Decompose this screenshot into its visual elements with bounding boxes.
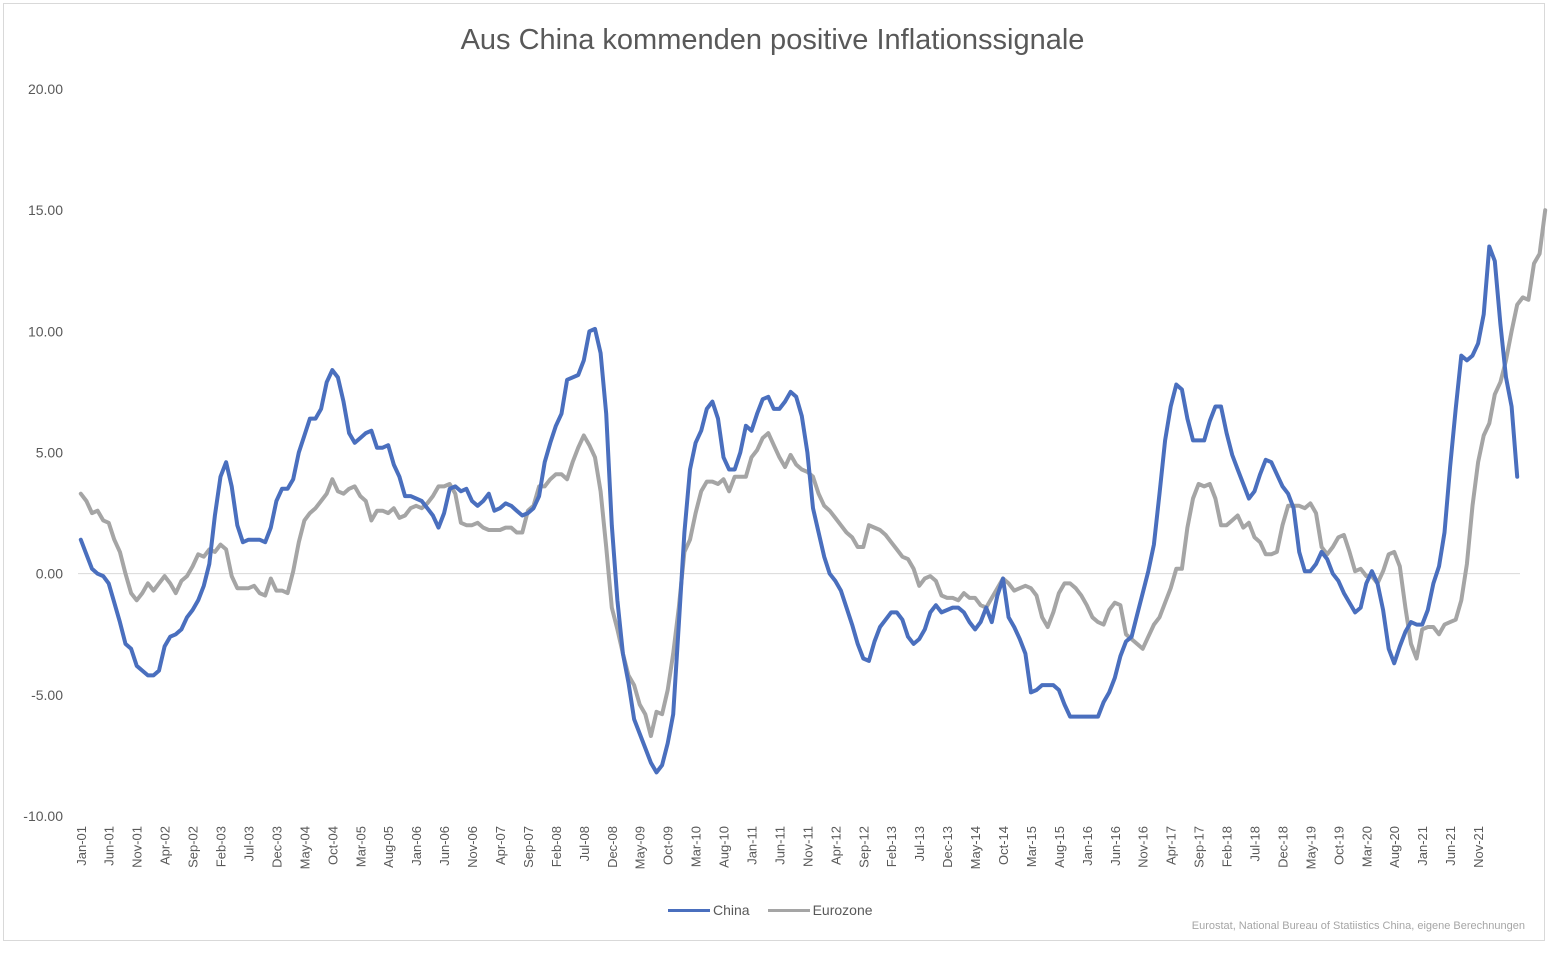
x-tick-label: Jul-03 (241, 826, 256, 861)
x-tick-label: Feb-08 (549, 826, 564, 867)
legend-swatch-eurozone (767, 908, 810, 912)
chart-title: Aus China kommenden positive Inflationss… (460, 24, 1085, 56)
x-tick-label: Oct-19 (1331, 826, 1346, 865)
x-tick-label: Dec-03 (269, 826, 284, 868)
x-tick-label: Jan-11 (744, 826, 759, 865)
x-tick-label: Feb-13 (884, 826, 899, 867)
x-tick-label: Mar-15 (1024, 826, 1039, 867)
x-tick-label: Aug-05 (381, 826, 396, 868)
x-tick-label: Nov-01 (130, 826, 145, 868)
y-tick-label: -5.00 (31, 687, 63, 703)
series-line-eurozone (78, 208, 1548, 738)
x-tick-label: May-14 (968, 826, 983, 869)
y-tick-label: 10.00 (28, 323, 63, 339)
x-tick-label: Dec-08 (605, 826, 620, 868)
x-tick-label: Sep-07 (521, 826, 536, 868)
x-tick-label: Mar-20 (1359, 826, 1374, 867)
x-tick-label: Apr-07 (493, 826, 508, 865)
x-tick-label: Oct-09 (661, 826, 676, 865)
x-tick-label: Apr-12 (828, 826, 843, 865)
source-note: Eurostat, National Bureau of Statiistics… (1191, 920, 1525, 932)
x-tick-label: Jul-08 (577, 826, 592, 861)
x-tick-label: Jan-06 (409, 826, 424, 866)
x-tick-label: Dec-13 (940, 826, 955, 868)
y-tick-label: 0.00 (36, 566, 63, 582)
x-tick-label: Sep-12 (856, 826, 871, 868)
x-tick-label: Jun-01 (102, 826, 117, 866)
x-tick-label: Nov-21 (1471, 826, 1486, 868)
x-tick-label: Apr-17 (1164, 826, 1179, 865)
x-axis-ticks: Jan-01 Jun-01 Nov-01 Apr-02 Sep-02 Feb-03 Jul-… (74, 826, 1486, 869)
x-tick-label: Aug-10 (717, 826, 732, 868)
x-tick-label: May-19 (1303, 826, 1318, 869)
y-axis-ticks: 20.00 15.00 10.00 5.00 0.00 -5.00 -10.00 (23, 81, 63, 824)
y-tick-label: 20.00 (28, 81, 63, 97)
x-tick-label: Oct-04 (325, 826, 340, 865)
y-tick-label: -10.00 (23, 808, 63, 824)
x-tick-label: Jun-21 (1443, 826, 1458, 866)
x-tick-label: Jun-16 (1108, 826, 1123, 866)
x-tick-label: Dec-18 (1275, 826, 1290, 868)
legend-item-china: China (668, 902, 750, 918)
x-tick-label: Jun-06 (437, 826, 452, 866)
x-tick-label: Nov-11 (800, 826, 815, 867)
x-tick-label: Mar-10 (689, 826, 704, 867)
legend-label-eurozone: Eurozone (812, 902, 873, 918)
x-tick-label: Aug-20 (1387, 826, 1402, 868)
x-tick-label: Jul-18 (1248, 826, 1263, 861)
x-tick-label: Jan-21 (1415, 826, 1430, 866)
chart-frame (3, 3, 1545, 941)
y-tick-label: 15.00 (28, 202, 63, 218)
legend-item-eurozone: Eurozone (767, 902, 873, 918)
x-tick-label: Apr-02 (158, 826, 173, 865)
x-tick-label: Mar-05 (353, 826, 368, 867)
series-line-china (78, 244, 1520, 775)
x-tick-label: Nov-06 (465, 826, 480, 868)
x-tick-label: Aug-15 (1052, 826, 1067, 868)
legend-swatch-china (668, 908, 710, 912)
x-tick-label: Jan-16 (1080, 826, 1095, 866)
x-tick-label: May-04 (297, 826, 312, 869)
x-tick-label: Jul-13 (912, 826, 927, 861)
x-tick-label: Sep-02 (186, 826, 201, 868)
x-tick-label: Nov-16 (1136, 826, 1151, 868)
legend-label-china: China (713, 902, 750, 918)
legend: China Eurozone (668, 902, 891, 918)
x-tick-label: Sep-17 (1192, 826, 1207, 868)
x-tick-label: May-09 (633, 826, 648, 869)
x-tick-label: Jun-11 (772, 826, 787, 865)
x-tick-label: Feb-18 (1220, 826, 1235, 867)
x-tick-label: Feb-03 (214, 826, 229, 867)
x-tick-label: Oct-14 (996, 826, 1011, 865)
x-tick-label: Jan-01 (74, 826, 89, 866)
series-lines (78, 208, 1548, 775)
y-tick-label: 5.00 (36, 445, 63, 461)
